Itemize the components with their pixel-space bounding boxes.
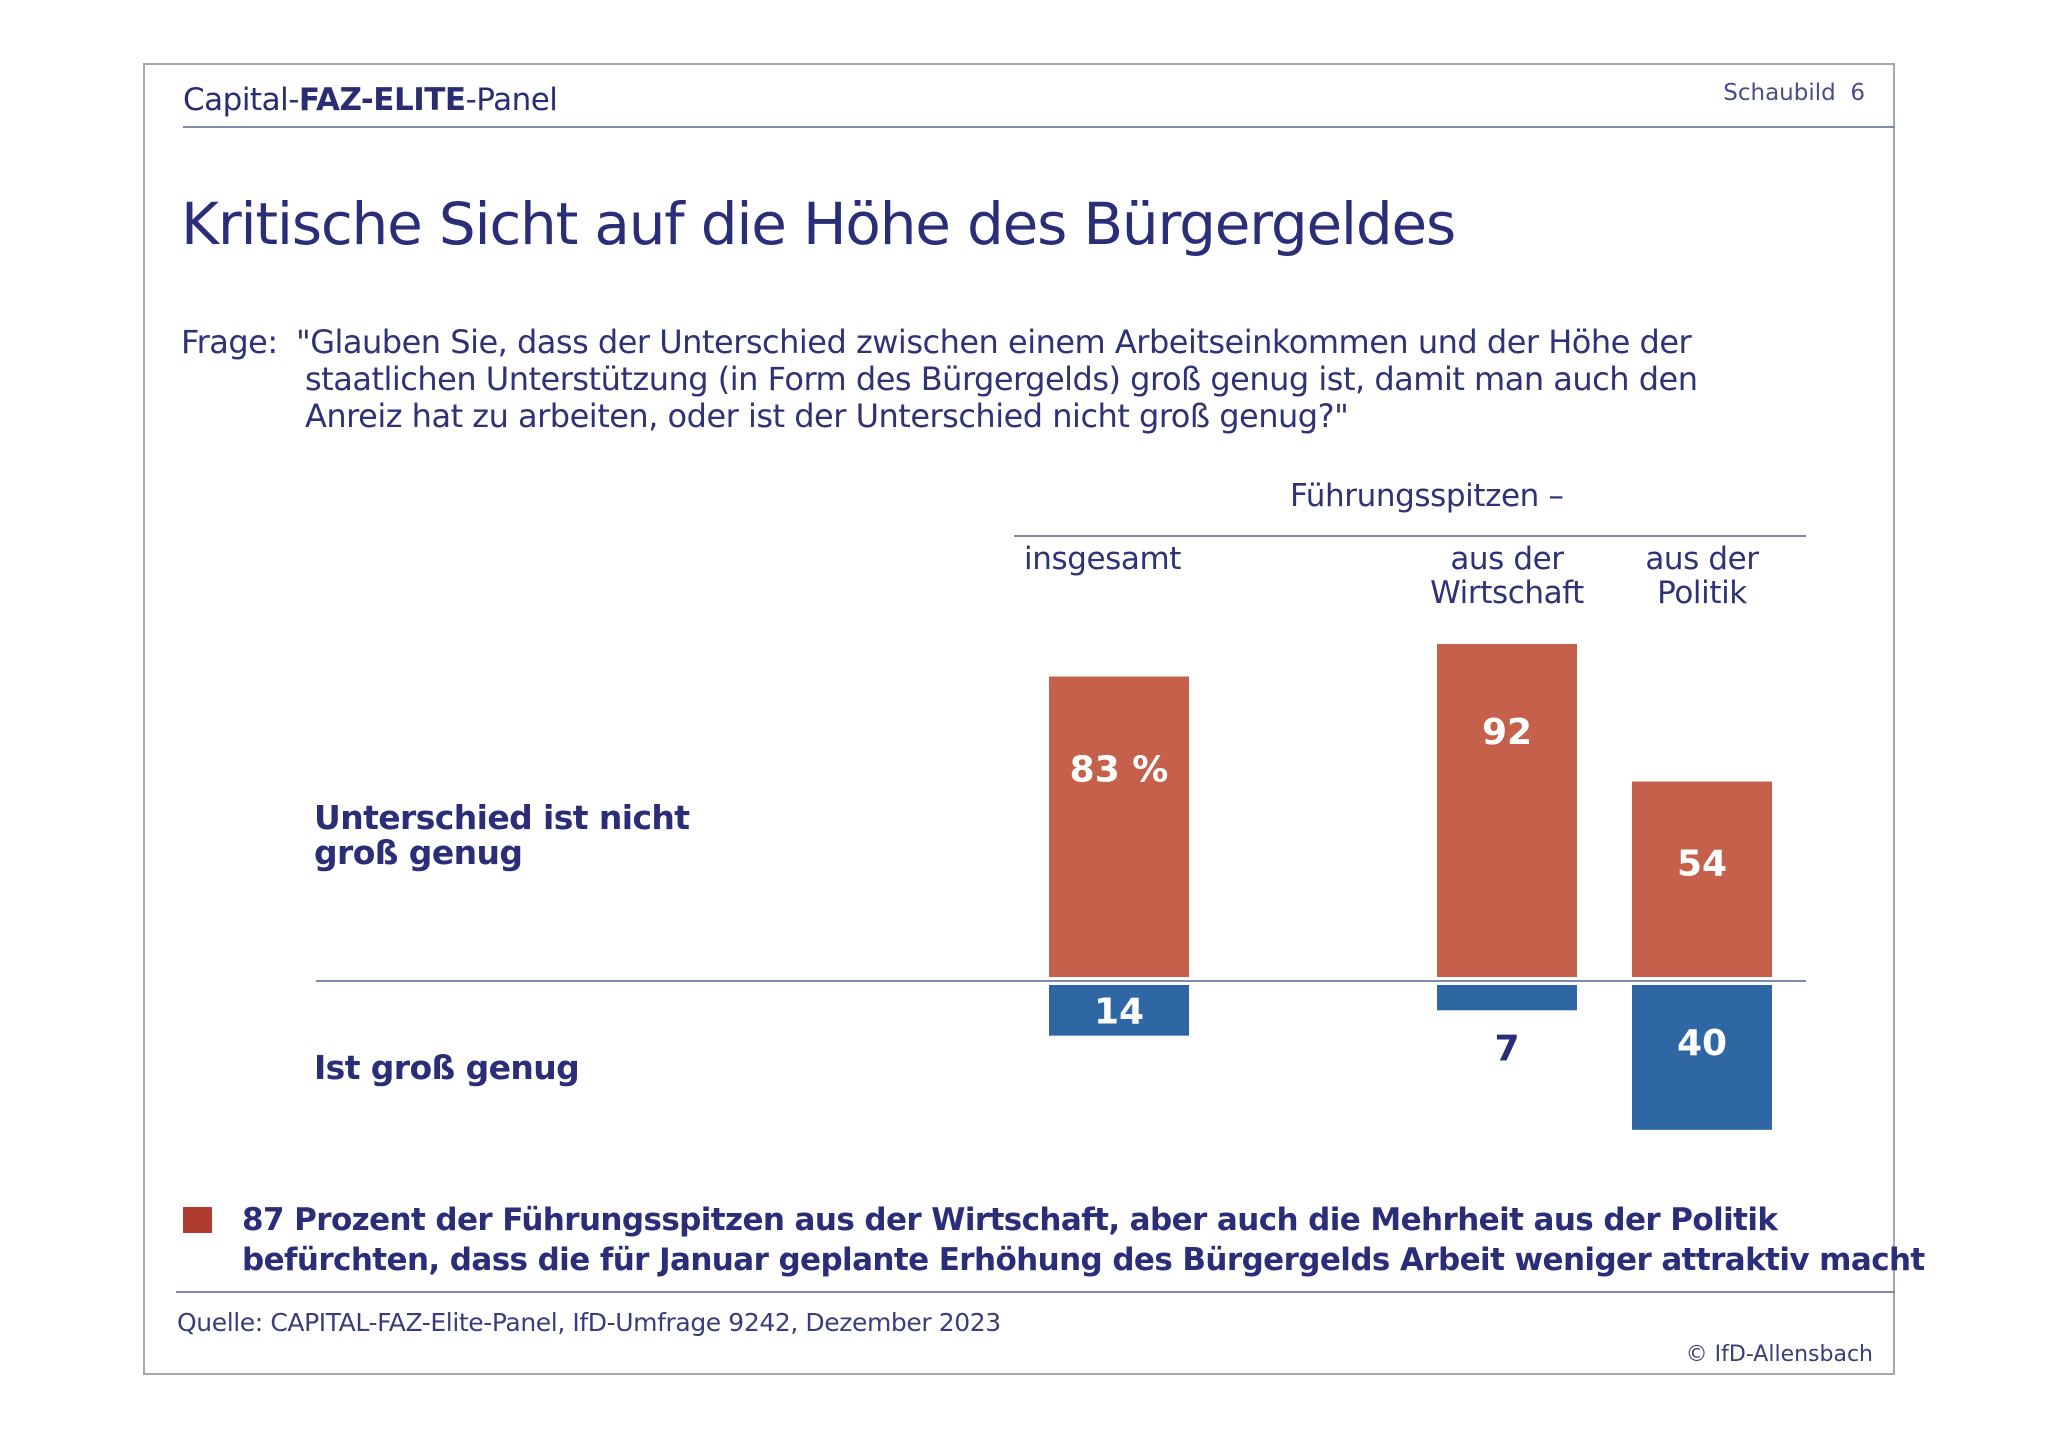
bar-enough-1 [1049,985,1189,1036]
bar-enough-2 [1437,985,1577,1011]
bar-enough-3 [1632,985,1772,1130]
row-label-enough: Ist groß genug [314,1048,580,1087]
category-label-insgesamt: insgesamt [1024,542,1181,576]
group-header-rule [1014,535,1806,537]
key-finding: 87 Prozent der Führungsspitzen aus der W… [242,1200,1925,1280]
row-label-line: Unterschied ist nicht [314,798,690,837]
group-header: Führungsspitzen – [1290,478,1564,514]
category-label-line: Wirtschaft [1430,575,1584,611]
question-line: staatlichen Unterstützung (in Form des B… [305,360,1698,398]
question-line: Anreiz hat zu arbeiten, oder ist der Unt… [305,397,1349,435]
data-label-not-enough-1: 83 % [1070,750,1169,791]
bar-not-enough-1 [1049,676,1189,977]
category-label-line: aus der [1645,541,1759,577]
category-label-line: insgesamt [1024,541,1182,577]
row-label-line: Ist groß genug [314,1048,580,1087]
category-label-line: Politik [1657,575,1747,611]
figure-number: Schaubild 6 [1723,80,1865,106]
row-label-line: groß genug [314,833,523,872]
panel-title-bold: FAZ-ELITE [298,82,466,118]
category-label-line: aus der [1450,541,1564,577]
question-line: "Glauben Sie, dass der Unterschied zwisc… [296,323,1692,361]
header-rule [183,126,1895,128]
data-label-enough-2: 7 [1494,1028,1519,1069]
bar-not-enough-3 [1632,781,1772,977]
key-finding-line: 87 Prozent der Führungsspitzen aus der W… [242,1202,1778,1238]
row-label-not-enough: Unterschied ist nicht groß genug [314,798,690,872]
bar-not-enough-2 [1437,643,1577,977]
bullet-square-icon [183,1207,212,1233]
data-label-enough-3: 40 [1677,1023,1727,1064]
key-finding-line: befürchten, dass die für Januar geplante… [242,1242,1925,1278]
panel-title-suffix: -Panel [465,82,558,118]
category-label-wirtschaft: aus der Wirtschaft [1402,542,1612,610]
panel-title-prefix: Capital- [183,82,299,118]
question-label: Frage: [181,323,278,361]
source-note: Quelle: CAPITAL-FAZ-Elite-Panel, IfD-Umf… [177,1308,1001,1337]
category-label-politik: aus der Politik [1606,542,1798,610]
footer-rule [176,1291,1895,1293]
page-title: Kritische Sicht auf die Höhe des Bürgerg… [181,190,1456,258]
data-label-not-enough-3: 54 [1677,844,1727,885]
chart-frame [143,63,1895,1375]
data-label-not-enough-2: 92 [1482,712,1532,753]
panel-title: Capital-FAZ-ELITE-Panel [183,82,558,118]
data-label-enough-1: 14 [1094,991,1144,1032]
copyright: © IfD-Allensbach [1685,1342,1873,1367]
